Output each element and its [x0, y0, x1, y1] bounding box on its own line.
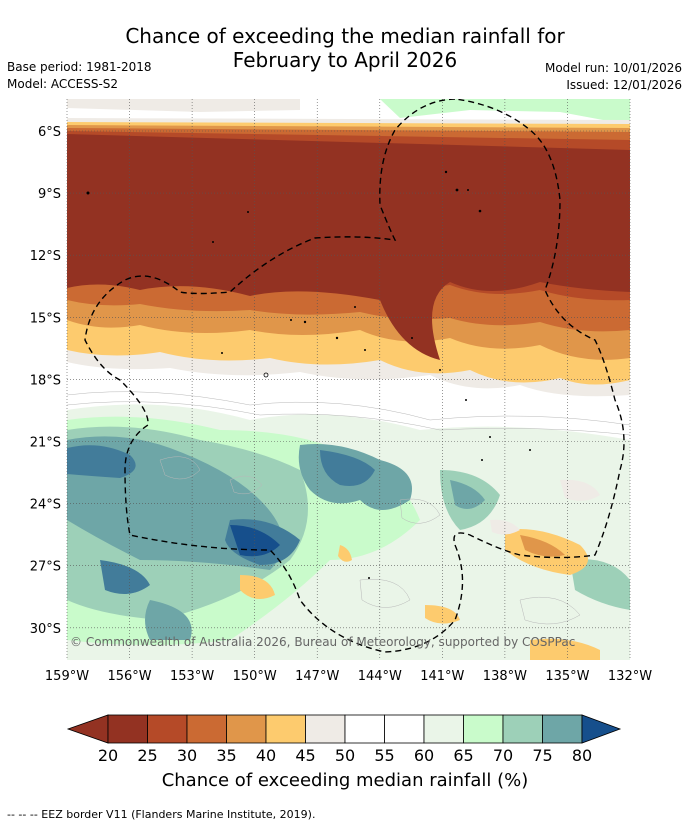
colorbar-segment — [502, 714, 543, 744]
lat-tick-label: 27°S — [30, 560, 61, 575]
lat-tick-label: 24°S — [30, 498, 61, 513]
lon-tick-label: 156°W — [107, 669, 151, 684]
title-line-2: February to April 2026 — [232, 48, 458, 72]
lat-tick-label: 15°S — [30, 311, 61, 326]
colorbar-title: Chance of exceeding median rainfall (%) — [161, 770, 529, 791]
colorbar-tick-label: 45 — [295, 746, 315, 765]
lon-tick-label: 132°W — [608, 669, 652, 684]
colorbar-tick-label: 50 — [335, 746, 355, 765]
map-title: Chance of exceeding the median rainfall … — [0, 24, 690, 72]
colorbar-segment — [305, 714, 346, 744]
eez-borders — [84, 99, 625, 653]
lon-tick-label: 159°W — [45, 669, 89, 684]
lon-tick-label: 135°W — [545, 669, 589, 684]
title-line-1: Chance of exceeding the median rainfall … — [125, 24, 565, 48]
copyright-text: © Commonwealth of Australia 2026, Bureau… — [70, 635, 575, 649]
base-period: Base period: 1981-2018 — [7, 60, 152, 74]
islands — [86, 170, 531, 579]
colorbar-high-arrow — [581, 714, 622, 744]
lon-tick-label: 144°W — [358, 669, 402, 684]
colorbar-tick-label: 70 — [493, 746, 513, 765]
colorbar-segment — [107, 714, 148, 744]
colorbar-segment — [344, 714, 385, 744]
lon-tick-label: 150°W — [233, 669, 277, 684]
lon-tick-label: 147°W — [295, 669, 339, 684]
colorbar-tick-label: 40 — [256, 746, 276, 765]
issued-date: Issued: 12/01/2026 — [566, 78, 682, 92]
colorbar-tick-label: 75 — [532, 746, 552, 765]
lat-tick-label: 30°S — [30, 622, 61, 637]
longitude-labels: 159°W 156°W 153°W 150°W 147°W 144°W 141°W 138°W… — [45, 669, 652, 684]
colorbar-segment — [186, 714, 227, 744]
lon-tick-label: 153°W — [170, 669, 214, 684]
meta-left: Base period: 1981-2018 Model: ACCESS-S2 — [7, 59, 152, 93]
latitude-labels: 6°S 9°S 12°S 15°S 18°S 21°S 24°S 27°S 30°S — [30, 125, 61, 637]
model-name: Model: ACCESS-S2 — [7, 77, 119, 91]
colorbar-low-arrow — [66, 714, 109, 744]
colorbar-tick-label: 30 — [177, 746, 197, 765]
colorbar-tick-label: 25 — [137, 746, 157, 765]
colorbar-tick-label: 60 — [414, 746, 434, 765]
lon-tick-label: 141°W — [420, 669, 464, 684]
colorbar-tick-label: 55 — [374, 746, 394, 765]
colorbar-tick-label: 20 — [98, 746, 118, 765]
probability-field — [67, 99, 630, 660]
colorbar-segment — [463, 714, 504, 744]
colorbar-segment — [384, 714, 425, 744]
colorbar-segment — [226, 714, 267, 744]
model-run: Model run: 10/01/2026 — [544, 61, 682, 75]
meta-right: Model run: 10/01/2026 Issued: 12/01/2026 — [545, 60, 682, 94]
colorbar-tick-label: 35 — [216, 746, 236, 765]
rainfall-map: 6°S 9°S 12°S 15°S 18°S 21°S 24°S 27°S 30°S 159°W… — [30, 99, 652, 765]
lat-tick-label: 9°S — [38, 187, 61, 202]
lat-tick-label: 18°S — [30, 373, 61, 388]
colorbar-segment — [265, 714, 306, 744]
colorbar-segment — [423, 714, 464, 744]
colorbar-segment — [147, 714, 188, 744]
lat-tick-label: 6°S — [38, 125, 61, 140]
lon-tick-label: 138°W — [483, 669, 527, 684]
colorbar: 20 25 30 35 40 45 50 55 60 65 70 75 80 — [66, 714, 622, 765]
lat-tick-label: 12°S — [30, 249, 61, 264]
colorbar-tick-label: 80 — [572, 746, 592, 765]
eez-footnote: -- -- -- EEZ border V11 (Flanders Marine… — [7, 808, 316, 821]
lat-tick-label: 21°S — [30, 436, 61, 451]
colorbar-tick-label: 65 — [453, 746, 473, 765]
colorbar-segment — [542, 714, 583, 744]
